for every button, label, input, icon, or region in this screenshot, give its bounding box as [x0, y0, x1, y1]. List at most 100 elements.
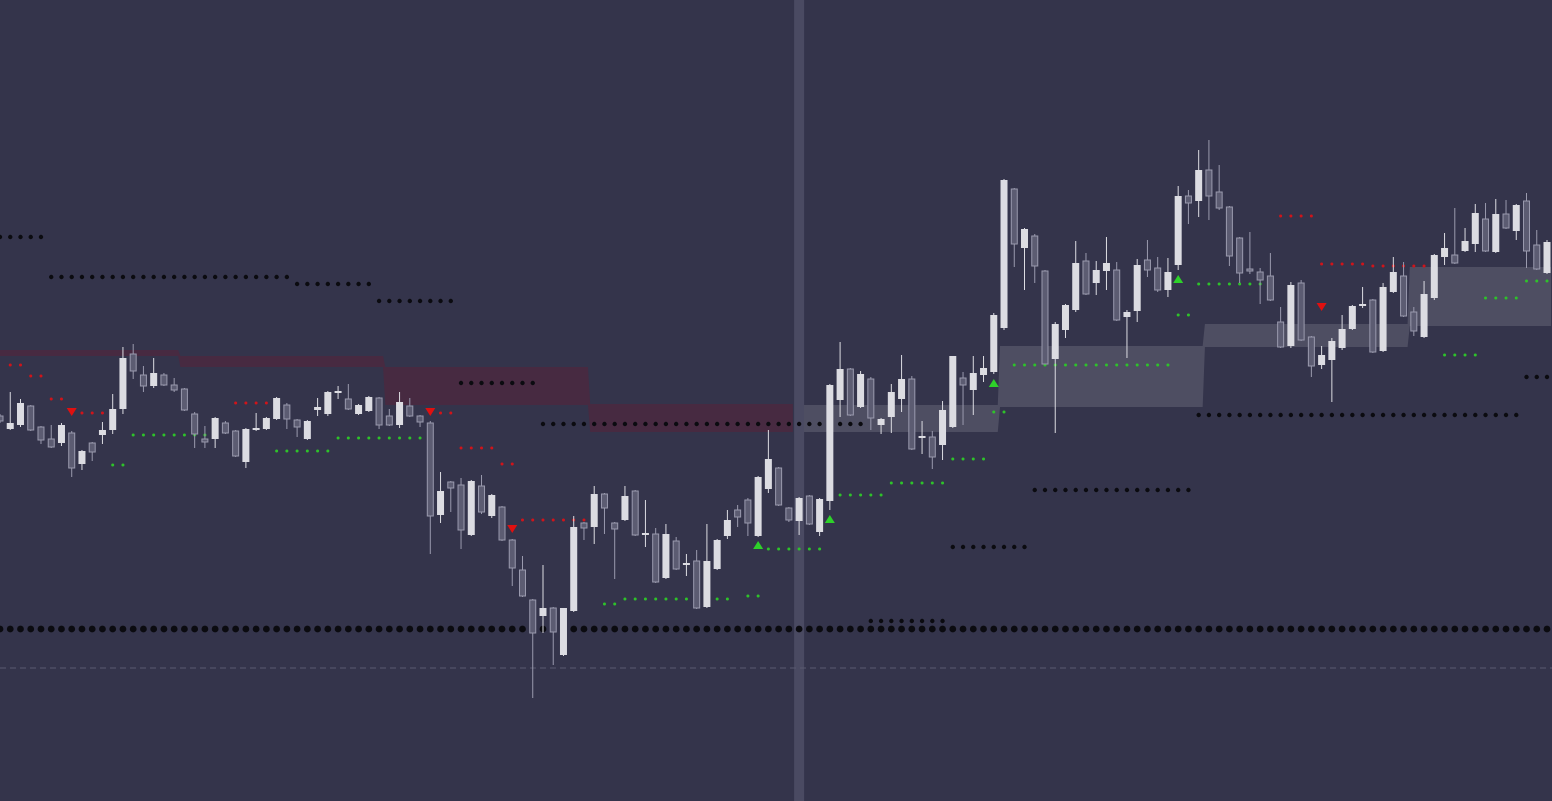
candle-body: [1021, 229, 1029, 248]
bear-candle: [1215, 165, 1223, 210]
pivot-dot: [1227, 412, 1232, 418]
major-level-dot: [1328, 625, 1336, 633]
stop-above-dot: [459, 446, 463, 450]
candle-body: [1369, 299, 1377, 353]
pivot-dot: [315, 281, 320, 287]
buy-signal-triangle: [824, 515, 835, 523]
stop-below-dot: [715, 597, 719, 601]
bear-candle: [518, 556, 526, 597]
candle-body: [693, 560, 701, 609]
pivot-dot: [1145, 487, 1150, 493]
pivot-dot: [130, 274, 136, 280]
pivot-dot: [673, 421, 679, 427]
pivot-dot: [766, 421, 771, 427]
pivot-dot: [79, 274, 85, 280]
major-level-dot: [990, 625, 998, 633]
major-level-dot: [734, 625, 742, 633]
pivot-dot: [448, 298, 453, 304]
major-level-dot: [764, 625, 772, 633]
stop-below-dot: [725, 597, 729, 601]
bear-candle: [529, 599, 537, 698]
bull-candle: [836, 342, 844, 417]
bear-candle: [129, 344, 137, 379]
bear-candle: [1451, 208, 1459, 264]
candle-body: [1512, 205, 1520, 231]
pivot-dot: [1309, 412, 1314, 418]
bull-candle: [1338, 315, 1346, 350]
candle-body: [805, 495, 813, 525]
candle-body: [283, 404, 291, 420]
stop-below-dot: [141, 433, 145, 437]
bear-candle: [1225, 206, 1233, 266]
pivot-dot: [1104, 487, 1109, 493]
bull-candle: [826, 384, 834, 510]
candle-body: [293, 419, 301, 428]
candle-body: [816, 499, 824, 532]
major-level-dot: [191, 625, 199, 633]
bull-candle: [1164, 258, 1172, 297]
major-level-dot: [519, 625, 526, 633]
major-level-dot: [1103, 625, 1110, 633]
bear-candle: [478, 475, 486, 514]
bear-candle: [170, 378, 178, 392]
stop-below-dot: [152, 433, 156, 437]
major-level-dot: [1400, 625, 1407, 633]
pivot-dot: [837, 421, 843, 427]
candle-body: [68, 432, 76, 469]
pivot-dot: [694, 421, 699, 427]
bull-candle: [641, 500, 649, 547]
pivot-dot: [438, 298, 443, 304]
major-level-dot: [1195, 625, 1203, 633]
stop-above-dot: [80, 411, 84, 415]
pivot-dot: [796, 421, 802, 427]
major-level-dot: [1471, 625, 1479, 633]
candle-body: [139, 374, 147, 387]
pivot-dot: [1298, 412, 1304, 418]
sell-signal-triangle: [1316, 303, 1327, 311]
pivot-dot: [1319, 412, 1324, 418]
major-level-dot: [1072, 625, 1080, 633]
major-level-dot: [406, 625, 414, 633]
bear-candle: [375, 397, 383, 429]
stop-below-dot: [111, 463, 115, 467]
candle-body: [1297, 282, 1305, 341]
bear-candle: [47, 425, 55, 448]
pivot-dot: [1534, 374, 1539, 380]
pivot-dot: [1473, 412, 1478, 418]
bear-candle: [37, 426, 45, 444]
major-level-dot: [1226, 625, 1233, 633]
pivot-dot: [1186, 487, 1191, 493]
pivot-dot: [69, 274, 74, 280]
major-level-dot: [754, 625, 762, 633]
pivot-dot: [243, 274, 249, 280]
candle-body: [1451, 254, 1459, 264]
stop-below-dot: [346, 436, 350, 440]
stop-below-dot: [367, 436, 371, 440]
bear-candle: [1256, 268, 1264, 304]
stop-below-dot: [859, 493, 863, 497]
candle-body: [590, 494, 598, 527]
major-level-dot: [1543, 625, 1551, 633]
pivot-dot: [253, 274, 259, 280]
stop-below-dot: [1545, 279, 1549, 283]
stop-above-dot: [531, 518, 535, 522]
candle-body: [1164, 272, 1172, 290]
candle-body: [1287, 285, 1295, 346]
candle-body: [611, 522, 619, 530]
stop-below-dot: [305, 449, 309, 453]
major-level-dot: [1318, 625, 1326, 633]
bear-candle: [498, 506, 506, 541]
pivot-dot: [919, 618, 925, 624]
pivot-dot: [889, 618, 894, 624]
bear-candle: [908, 376, 916, 450]
bull-candle: [98, 422, 106, 444]
bear-candle: [191, 412, 199, 448]
pivot-dot: [561, 421, 566, 427]
pivot-dot: [212, 274, 218, 280]
major-level-dot: [928, 625, 936, 633]
stop-below-dot: [1156, 363, 1160, 367]
pivot-dot: [233, 274, 238, 280]
stop-above-dot: [490, 446, 494, 450]
stop-below-dot: [387, 436, 391, 440]
